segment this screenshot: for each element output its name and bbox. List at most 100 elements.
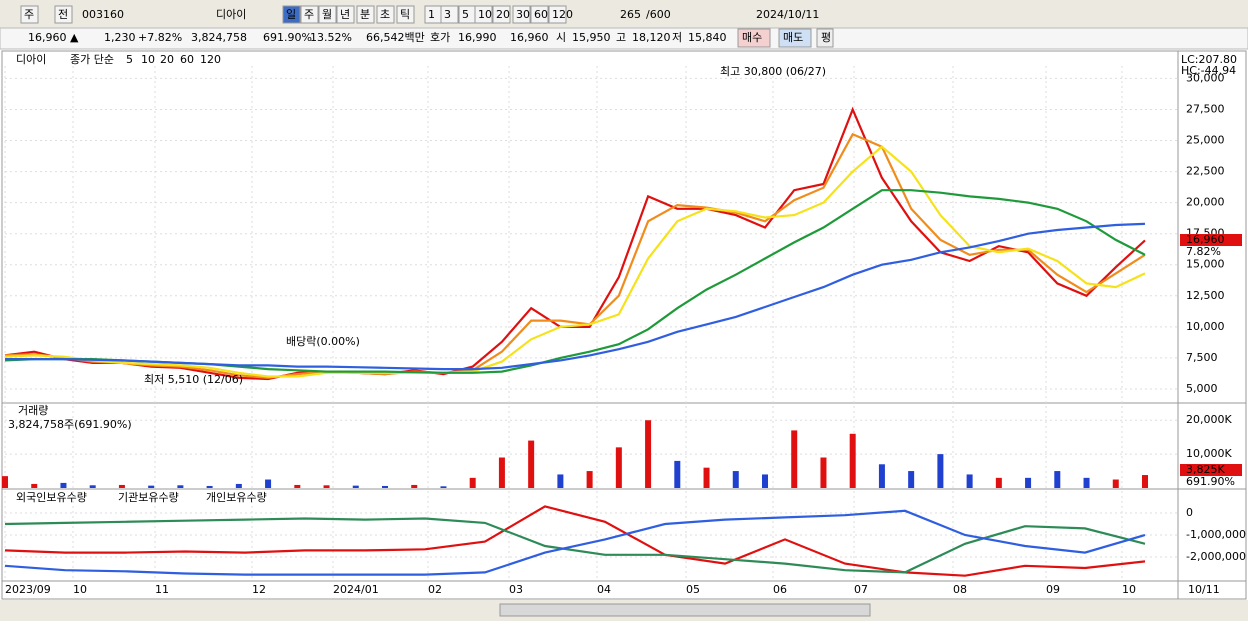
toolbar-button[interactable] xyxy=(376,5,395,24)
volume-bar xyxy=(89,485,96,488)
quote-item[interactable]: 매수 xyxy=(742,31,762,44)
volume-bar xyxy=(703,467,710,488)
quote-bar xyxy=(0,27,1248,50)
toolbar-item[interactable]: 30 xyxy=(516,8,530,21)
series-line xyxy=(4,509,1146,576)
toolbar-item[interactable]: 년 xyxy=(340,8,350,21)
toolbar-item: 003160 xyxy=(82,8,124,21)
x-tick-label: 10 xyxy=(73,583,87,596)
quote-item[interactable]: 평 xyxy=(821,31,831,44)
volume-bar xyxy=(265,479,272,488)
lc-label: LC:207.80 xyxy=(1181,53,1237,66)
volume-bar xyxy=(645,420,652,488)
volume-bar xyxy=(1112,479,1119,488)
quote-item: 고 xyxy=(616,31,626,44)
quote-item: 13.52% xyxy=(310,31,352,44)
volume-bar xyxy=(1054,471,1061,488)
toolbar-button[interactable] xyxy=(512,5,531,24)
toolbar-button[interactable] xyxy=(396,5,415,24)
legend-entry: 외국인보유수량 xyxy=(16,491,87,504)
toolbar-item[interactable]: 전 xyxy=(58,8,68,21)
toolbar-button[interactable] xyxy=(300,5,319,24)
volume-bar xyxy=(762,474,768,488)
toolbar-item[interactable]: 일 xyxy=(286,7,296,21)
toolbar-item[interactable]: 분 xyxy=(360,8,370,21)
toolbar-item[interactable]: 초 xyxy=(380,8,390,21)
toolbar-button[interactable] xyxy=(492,5,511,24)
toolbar-button[interactable] xyxy=(54,5,73,24)
volume-bar xyxy=(177,485,184,488)
toolbar-item: /600 xyxy=(646,8,671,21)
legend-title: 디아이 xyxy=(16,53,46,66)
x-tick-label: 08 xyxy=(953,583,967,596)
quote-item: 18,120 xyxy=(632,31,671,44)
toolbar-button[interactable] xyxy=(318,5,337,24)
volume-bar xyxy=(586,471,593,488)
quote-item[interactable]: 매도 xyxy=(783,31,803,44)
volume-bar xyxy=(849,433,856,488)
change-pct: 7.82% xyxy=(1186,245,1221,258)
volume-bar xyxy=(440,486,447,488)
volume-bar xyxy=(937,454,944,488)
toolbar-item[interactable]: 1 xyxy=(428,8,435,21)
toolbar-item[interactable]: 주 xyxy=(24,8,34,21)
volume-bar xyxy=(235,483,242,488)
order-button[interactable] xyxy=(737,28,771,48)
y-tick-label: 5,000 xyxy=(1186,382,1218,395)
toolbar-item[interactable]: 10 xyxy=(478,8,492,21)
volume-bar xyxy=(674,460,681,488)
toolbar-button[interactable] xyxy=(548,5,567,24)
toolbar-item[interactable]: 월 xyxy=(322,8,332,21)
toolbar-item: 디아이 xyxy=(216,8,246,21)
volume-bar xyxy=(1083,477,1090,488)
y-tick-label: 10,000 xyxy=(1186,320,1225,333)
volume-bar xyxy=(206,485,213,488)
toolbar-button[interactable] xyxy=(282,5,301,24)
toolbar-item[interactable]: 주 xyxy=(304,8,314,21)
order-button[interactable] xyxy=(778,28,812,48)
y-tick-label: 20,000 xyxy=(1186,196,1225,209)
toolbar-button[interactable] xyxy=(336,5,355,24)
toolbar-button[interactable] xyxy=(474,5,493,24)
order-button[interactable] xyxy=(816,28,834,48)
panel-subtitle: 3,824,758주(691.90%) xyxy=(8,418,132,431)
quote-item: 691.90% xyxy=(263,31,312,44)
volume-bar xyxy=(732,471,739,488)
toolbar-button[interactable] xyxy=(440,5,459,24)
legend-entry: 120 xyxy=(200,53,221,66)
toolbar-item[interactable]: 5 xyxy=(462,8,469,21)
y-tick-label: 12,500 xyxy=(1186,289,1225,302)
toolbar-item[interactable]: 틱 xyxy=(400,8,410,21)
volume-last: 3,825K xyxy=(1186,463,1225,476)
toolbar-item[interactable]: 20 xyxy=(496,8,510,21)
y-tick-label: 27,500 xyxy=(1186,102,1225,115)
quote-item: 66,542백만 xyxy=(366,31,425,44)
volume-tag xyxy=(1180,464,1242,476)
quote-item: 시 xyxy=(556,31,566,44)
series-line xyxy=(4,505,1146,577)
x-tick-label: 12 xyxy=(252,583,266,596)
scroll-thumb[interactable] xyxy=(499,603,871,617)
toolbar xyxy=(0,0,1248,28)
toolbar-item[interactable]: 120 xyxy=(552,8,573,21)
x-tick-label: 10 xyxy=(1122,583,1136,596)
x-tick-label: 02 xyxy=(428,583,442,596)
volume-bar xyxy=(148,485,155,488)
volume-bar xyxy=(966,474,973,488)
toolbar-button[interactable] xyxy=(356,5,375,24)
toolbar-item[interactable]: 3 xyxy=(444,8,451,21)
toolbar-button[interactable] xyxy=(530,5,549,24)
volume-pct: 691.90% xyxy=(1186,475,1235,488)
quote-item: 15,950 xyxy=(572,31,611,44)
quote-item: 16,960 xyxy=(510,31,549,44)
toolbar-button[interactable] xyxy=(20,5,39,24)
legend-entry: 기관보유수량 xyxy=(118,491,179,504)
legend-entry: 20 xyxy=(160,53,174,66)
volume-bar xyxy=(2,476,8,488)
volume-bar xyxy=(878,464,885,488)
chart-frame xyxy=(1,50,1247,600)
volume-bar xyxy=(323,485,330,488)
series-line xyxy=(4,106,1146,381)
x-tick-label: 04 xyxy=(597,583,611,596)
toolbar-item[interactable]: 60 xyxy=(534,8,548,21)
